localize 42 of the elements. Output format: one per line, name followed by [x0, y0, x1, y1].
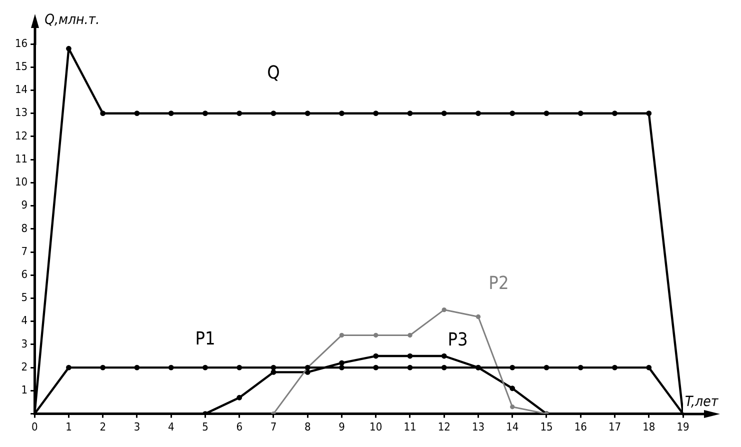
x-tick-label: 4: [168, 420, 174, 434]
y-tick-label: 1: [21, 384, 28, 397]
y-tick-label: 9: [21, 198, 28, 212]
y-tick-label: 10: [14, 176, 28, 189]
series-label: P1: [195, 328, 216, 350]
y-tick-label: 11: [14, 152, 28, 166]
y-tick-label: 4: [21, 314, 28, 328]
x-tick-label: 2: [100, 420, 106, 434]
x-tick-label: 14: [506, 420, 519, 434]
x-tick-label: 16: [574, 420, 587, 434]
y-tick-label: 2: [21, 360, 28, 374]
x-tick-label: 3: [134, 420, 140, 434]
y-tick-label: 16: [14, 36, 28, 50]
y-tick-label: 7: [21, 244, 28, 258]
y-tick-label: 13: [14, 106, 28, 120]
x-tick-label: 9: [338, 420, 345, 434]
x-tick-label: 0: [31, 420, 38, 434]
y-tick-label: 8: [21, 222, 28, 235]
series-label: P3: [448, 330, 468, 351]
x-tick-label: 10: [370, 420, 382, 434]
x-tick-label: 13: [472, 420, 485, 434]
y-tick-label: 6: [21, 268, 28, 281]
x-tick-label: 18: [642, 420, 656, 434]
y-tick-label: 12: [14, 129, 28, 142]
x-tick-label: 17: [608, 420, 622, 434]
x-tick-label: 8: [304, 420, 311, 434]
x-tick-label: 15: [540, 420, 553, 434]
y-tick-label: 15: [14, 60, 28, 73]
x-tick-label: 7: [270, 420, 277, 434]
y-tick-label: 14: [14, 83, 28, 96]
y-tick-label: 3: [21, 337, 28, 350]
series-label: Q: [267, 62, 280, 84]
y-tick-label: 5: [21, 291, 28, 304]
x-tick-label: 5: [202, 420, 208, 434]
x-tick-label: 12: [438, 420, 450, 434]
series-label: P2: [488, 272, 509, 294]
y-axis-title: Q,млн.т.: [44, 12, 100, 28]
x-tick-label: 6: [236, 420, 242, 434]
x-tick-label: 1: [66, 420, 72, 434]
x-tick-label: 11: [404, 420, 416, 434]
x-axis-title: T,лет: [685, 394, 719, 410]
x-tick-label: 19: [676, 420, 690, 434]
